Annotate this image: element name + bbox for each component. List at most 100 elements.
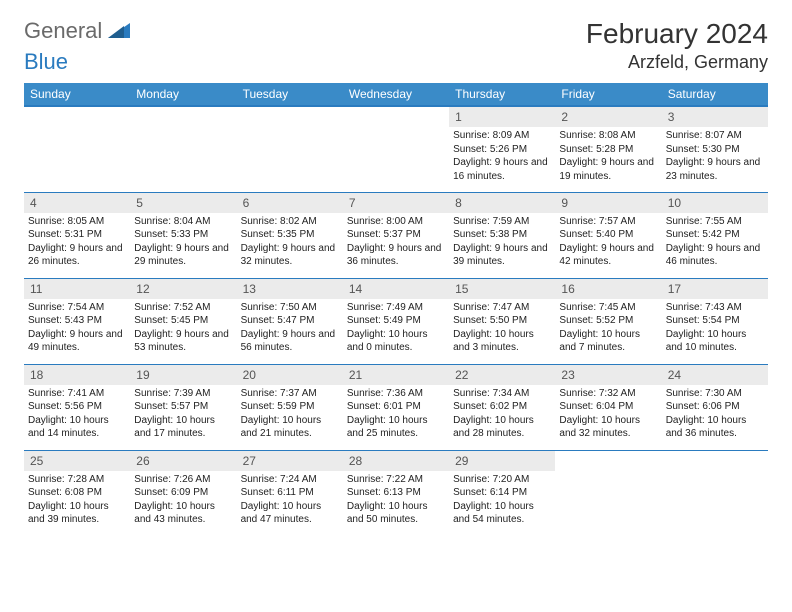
day-content: Sunrise: 7:34 AMSunset: 6:02 PMDaylight:… (449, 385, 555, 445)
day-content: Sunrise: 8:08 AMSunset: 5:28 PMDaylight:… (555, 127, 661, 187)
sunrise-text: Sunrise: 7:32 AM (559, 387, 657, 401)
calendar-week-row: 25Sunrise: 7:28 AMSunset: 6:08 PMDayligh… (24, 450, 768, 536)
day-number: 29 (449, 451, 555, 471)
sunset-text: Sunset: 5:57 PM (134, 400, 232, 414)
day-content: Sunrise: 8:05 AMSunset: 5:31 PMDaylight:… (24, 213, 130, 273)
calendar-week-row: 4Sunrise: 8:05 AMSunset: 5:31 PMDaylight… (24, 192, 768, 278)
calendar-week-row: 18Sunrise: 7:41 AMSunset: 5:56 PMDayligh… (24, 364, 768, 450)
daylight-text: Daylight: 10 hours and 14 minutes. (28, 414, 126, 441)
sunrise-text: Sunrise: 8:09 AM (453, 129, 551, 143)
day-content: Sunrise: 7:47 AMSunset: 5:50 PMDaylight:… (449, 299, 555, 359)
sunrise-text: Sunrise: 7:59 AM (453, 215, 551, 229)
sunset-text: Sunset: 6:08 PM (28, 486, 126, 500)
calendar-day-cell: 18Sunrise: 7:41 AMSunset: 5:56 PMDayligh… (24, 364, 130, 450)
day-number: 20 (237, 365, 343, 385)
sunrise-text: Sunrise: 7:34 AM (453, 387, 551, 401)
sunrise-text: Sunrise: 7:54 AM (28, 301, 126, 315)
day-content: Sunrise: 7:54 AMSunset: 5:43 PMDaylight:… (24, 299, 130, 359)
day-content: Sunrise: 7:39 AMSunset: 5:57 PMDaylight:… (130, 385, 236, 445)
day-content: Sunrise: 7:30 AMSunset: 6:06 PMDaylight:… (662, 385, 768, 445)
day-content: Sunrise: 7:37 AMSunset: 5:59 PMDaylight:… (237, 385, 343, 445)
daylight-text: Daylight: 9 hours and 32 minutes. (241, 242, 339, 269)
day-number: 4 (24, 193, 130, 213)
daylight-text: Daylight: 10 hours and 54 minutes. (453, 500, 551, 527)
day-number: 10 (662, 193, 768, 213)
daylight-text: Daylight: 9 hours and 46 minutes. (666, 242, 764, 269)
sunset-text: Sunset: 5:49 PM (347, 314, 445, 328)
calendar-day-cell: 7Sunrise: 8:00 AMSunset: 5:37 PMDaylight… (343, 192, 449, 278)
sunrise-text: Sunrise: 7:55 AM (666, 215, 764, 229)
logo-triangle-icon (108, 20, 130, 43)
calendar-day-cell: 8Sunrise: 7:59 AMSunset: 5:38 PMDaylight… (449, 192, 555, 278)
daylight-text: Daylight: 9 hours and 26 minutes. (28, 242, 126, 269)
day-number: 24 (662, 365, 768, 385)
daylight-text: Daylight: 9 hours and 49 minutes. (28, 328, 126, 355)
day-content: Sunrise: 7:49 AMSunset: 5:49 PMDaylight:… (343, 299, 449, 359)
calendar-day-cell (343, 106, 449, 192)
sunset-text: Sunset: 6:14 PM (453, 486, 551, 500)
calendar-day-cell: 3Sunrise: 8:07 AMSunset: 5:30 PMDaylight… (662, 106, 768, 192)
calendar-day-cell: 22Sunrise: 7:34 AMSunset: 6:02 PMDayligh… (449, 364, 555, 450)
day-number: 25 (24, 451, 130, 471)
sunrise-text: Sunrise: 7:47 AM (453, 301, 551, 315)
day-number: 19 (130, 365, 236, 385)
sunrise-text: Sunrise: 7:30 AM (666, 387, 764, 401)
sunset-text: Sunset: 5:50 PM (453, 314, 551, 328)
day-number: 3 (662, 107, 768, 127)
daylight-text: Daylight: 10 hours and 17 minutes. (134, 414, 232, 441)
sunset-text: Sunset: 5:33 PM (134, 228, 232, 242)
sunrise-text: Sunrise: 7:24 AM (241, 473, 339, 487)
sunrise-text: Sunrise: 7:49 AM (347, 301, 445, 315)
sunrise-text: Sunrise: 7:39 AM (134, 387, 232, 401)
calendar-header-row: SundayMondayTuesdayWednesdayThursdayFrid… (24, 83, 768, 106)
day-content: Sunrise: 7:43 AMSunset: 5:54 PMDaylight:… (662, 299, 768, 359)
day-content: Sunrise: 7:52 AMSunset: 5:45 PMDaylight:… (130, 299, 236, 359)
daylight-text: Daylight: 10 hours and 50 minutes. (347, 500, 445, 527)
day-content: Sunrise: 8:07 AMSunset: 5:30 PMDaylight:… (662, 127, 768, 187)
daylight-text: Daylight: 9 hours and 42 minutes. (559, 242, 657, 269)
calendar-day-cell: 4Sunrise: 8:05 AMSunset: 5:31 PMDaylight… (24, 192, 130, 278)
day-content: Sunrise: 8:04 AMSunset: 5:33 PMDaylight:… (130, 213, 236, 273)
calendar-day-cell: 5Sunrise: 8:04 AMSunset: 5:33 PMDaylight… (130, 192, 236, 278)
day-content: Sunrise: 7:57 AMSunset: 5:40 PMDaylight:… (555, 213, 661, 273)
daylight-text: Daylight: 10 hours and 39 minutes. (28, 500, 126, 527)
day-content: Sunrise: 7:41 AMSunset: 5:56 PMDaylight:… (24, 385, 130, 445)
sunset-text: Sunset: 5:54 PM (666, 314, 764, 328)
day-content: Sunrise: 8:00 AMSunset: 5:37 PMDaylight:… (343, 213, 449, 273)
month-title: February 2024 (586, 18, 768, 50)
calendar-table: SundayMondayTuesdayWednesdayThursdayFrid… (24, 83, 768, 536)
sunset-text: Sunset: 6:04 PM (559, 400, 657, 414)
weekday-header: Monday (130, 83, 236, 106)
sunrise-text: Sunrise: 7:36 AM (347, 387, 445, 401)
day-content: Sunrise: 7:20 AMSunset: 6:14 PMDaylight:… (449, 471, 555, 531)
daylight-text: Daylight: 10 hours and 47 minutes. (241, 500, 339, 527)
calendar-day-cell: 19Sunrise: 7:39 AMSunset: 5:57 PMDayligh… (130, 364, 236, 450)
sunset-text: Sunset: 5:59 PM (241, 400, 339, 414)
calendar-day-cell: 13Sunrise: 7:50 AMSunset: 5:47 PMDayligh… (237, 278, 343, 364)
day-content: Sunrise: 7:50 AMSunset: 5:47 PMDaylight:… (237, 299, 343, 359)
weekday-header: Saturday (662, 83, 768, 106)
calendar-day-cell (130, 106, 236, 192)
calendar-day-cell: 25Sunrise: 7:28 AMSunset: 6:08 PMDayligh… (24, 450, 130, 536)
sunset-text: Sunset: 5:26 PM (453, 143, 551, 157)
sunset-text: Sunset: 5:47 PM (241, 314, 339, 328)
daylight-text: Daylight: 9 hours and 53 minutes. (134, 328, 232, 355)
day-number: 2 (555, 107, 661, 127)
day-number: 8 (449, 193, 555, 213)
daylight-text: Daylight: 9 hours and 23 minutes. (666, 156, 764, 183)
day-number: 14 (343, 279, 449, 299)
sunset-text: Sunset: 6:09 PM (134, 486, 232, 500)
sunrise-text: Sunrise: 8:02 AM (241, 215, 339, 229)
daylight-text: Daylight: 10 hours and 28 minutes. (453, 414, 551, 441)
day-number: 7 (343, 193, 449, 213)
sunrise-text: Sunrise: 7:57 AM (559, 215, 657, 229)
sunrise-text: Sunrise: 8:00 AM (347, 215, 445, 229)
day-content: Sunrise: 7:28 AMSunset: 6:08 PMDaylight:… (24, 471, 130, 531)
calendar-day-cell: 28Sunrise: 7:22 AMSunset: 6:13 PMDayligh… (343, 450, 449, 536)
calendar-day-cell (555, 450, 661, 536)
sunset-text: Sunset: 6:01 PM (347, 400, 445, 414)
sunset-text: Sunset: 5:31 PM (28, 228, 126, 242)
calendar-day-cell: 29Sunrise: 7:20 AMSunset: 6:14 PMDayligh… (449, 450, 555, 536)
calendar-page: General February 2024 Arzfeld, Germany B… (0, 0, 792, 554)
sunset-text: Sunset: 5:35 PM (241, 228, 339, 242)
